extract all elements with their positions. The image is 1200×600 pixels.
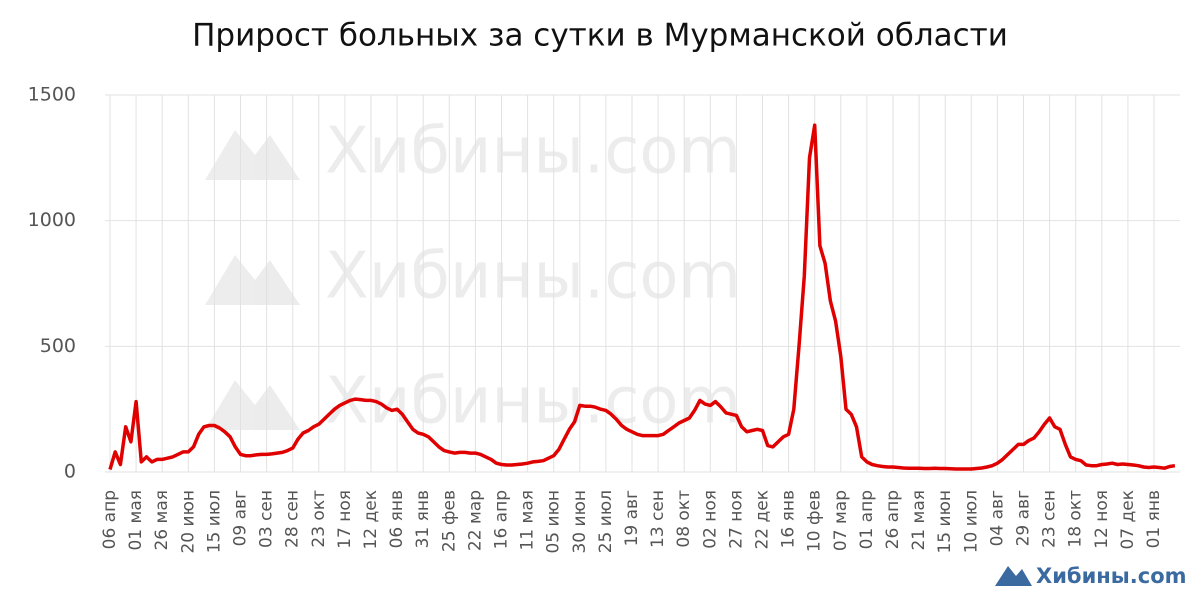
x-tick-label: 05 июн: [544, 490, 564, 554]
x-tick-label: 16 янв: [779, 490, 799, 548]
x-tick-label: 17 ноя: [335, 490, 355, 549]
x-tick-label: 22 дек: [753, 490, 773, 550]
watermark-text: Хибины.com: [325, 240, 741, 314]
x-tick-label: 04 авг: [987, 490, 1007, 546]
x-tick-label: 28 сен: [283, 490, 303, 548]
x-tick-label: 01 мая: [126, 490, 146, 551]
x-tick-label: 09 авг: [231, 490, 251, 546]
x-tick-label: 15 июл: [204, 490, 224, 553]
x-tick-label: 07 мар: [831, 490, 851, 551]
watermark: Хибины.com: [205, 365, 741, 439]
x-tick-label: 10 июл: [961, 490, 981, 553]
watermark-icon: [205, 255, 300, 305]
x-tick-label: 06 янв: [387, 490, 407, 548]
x-tick-label: 27 ноя: [726, 490, 746, 549]
x-tick-label: 31 янв: [413, 490, 433, 548]
x-tick-label: 18 окт: [1066, 490, 1086, 548]
x-tick-label: 25 июл: [596, 490, 616, 553]
x-tick-label: 15 июн: [935, 490, 955, 554]
x-tick-label: 03 сен: [257, 490, 277, 548]
x-tick-label: 12 ноя: [1092, 490, 1112, 549]
x-tick-label: 08 окт: [674, 490, 694, 548]
x-tick-label: 25 фев: [439, 490, 459, 552]
x-tick-label: 01 янв: [1144, 490, 1164, 548]
x-tick-label: 13 сен: [648, 490, 668, 548]
x-tick-label: 02 ноя: [700, 490, 720, 549]
x-tick-label: 07 дек: [1118, 490, 1138, 550]
y-tick-label: 1000: [28, 209, 76, 231]
watermark-text: Хибины.com: [325, 115, 741, 189]
x-tick-label: 21 мая: [909, 490, 929, 551]
y-tick-label: 0: [64, 461, 76, 483]
logo-icon: [995, 566, 1032, 586]
x-tick-label: 26 апр: [883, 490, 903, 549]
x-tick-label: 23 сен: [1040, 490, 1060, 548]
x-tick-label: 20 июн: [178, 490, 198, 554]
data-line: [108, 123, 1176, 471]
watermark-icon: [205, 130, 300, 180]
x-tick-label: 29 авг: [1014, 490, 1034, 546]
chart-title: Прирост больных за сутки в Мурманской об…: [192, 18, 1008, 54]
x-tick-label: 06 апр: [100, 490, 120, 549]
watermark-text: Хибины.com: [325, 365, 741, 439]
x-tick-label: 22 мар: [465, 490, 485, 551]
watermark: Хибины.com: [205, 115, 741, 189]
x-tick-label: 26 мая: [152, 490, 172, 551]
x-tick-label: 12 дек: [361, 490, 381, 550]
x-tick-label: 16 апр: [492, 490, 512, 549]
y-tick-label: 1500: [28, 84, 76, 106]
logo-text: Хибины.com: [1036, 564, 1187, 588]
x-tick-label: 23 окт: [309, 490, 329, 548]
x-tick-label: 11 мая: [518, 490, 538, 551]
watermark-icon: [205, 380, 300, 430]
x-tick-label: 01 апр: [857, 490, 877, 549]
watermark: Хибины.com: [205, 240, 741, 314]
x-tick-label: 10 фев: [805, 490, 825, 552]
x-tick-label: 30 июн: [570, 490, 590, 554]
x-tick-label: 19 авг: [622, 490, 642, 546]
y-tick-label: 500: [40, 335, 76, 357]
